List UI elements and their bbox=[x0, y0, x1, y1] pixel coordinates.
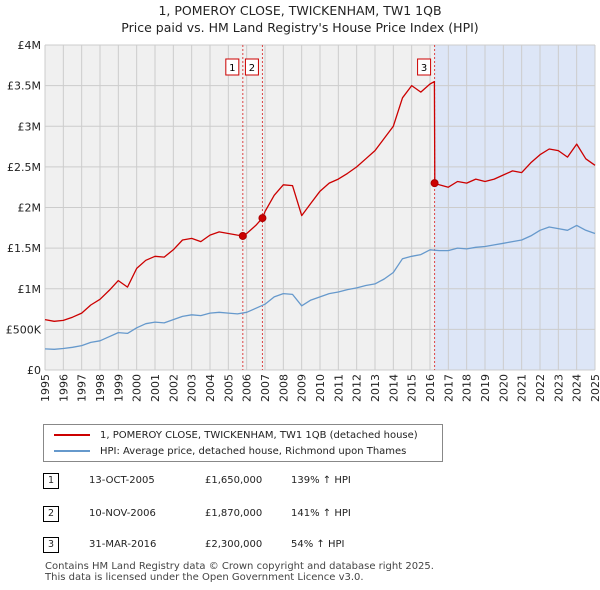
legend-item-property: 1, POMEROY CLOSE, TWICKENHAM, TW1 1QB (d… bbox=[54, 428, 418, 444]
x-tick-label: 2003 bbox=[186, 374, 199, 402]
x-tick-label: 2016 bbox=[424, 374, 437, 402]
chart-title-line2: Price paid vs. HM Land Registry's House … bbox=[121, 20, 479, 35]
sale-number-badge: 1 bbox=[43, 473, 59, 489]
sale-point bbox=[238, 231, 247, 240]
x-tick-label: 2014 bbox=[387, 374, 400, 402]
sale-date: 13-OCT-2005 bbox=[89, 475, 155, 486]
x-tick-label: 2021 bbox=[516, 374, 529, 402]
y-tick-label: £3.5M bbox=[7, 80, 41, 93]
y-tick-label: £500K bbox=[6, 323, 42, 336]
x-tick-label: 1995 bbox=[39, 374, 52, 402]
x-tick-label: 2004 bbox=[204, 374, 217, 402]
y-tick-label: £2M bbox=[18, 202, 42, 215]
footer-attribution: Contains HM Land Registry data © Crown c… bbox=[45, 561, 585, 583]
footer-line1: Contains HM Land Registry data © Crown c… bbox=[45, 561, 434, 572]
x-tick-label: 2018 bbox=[461, 374, 474, 402]
x-tick-label: 2025 bbox=[589, 374, 600, 402]
x-tick-label: 1997 bbox=[76, 374, 89, 402]
x-tick-label: 2020 bbox=[497, 374, 510, 402]
sale-number-badge: 2 bbox=[43, 506, 59, 522]
x-tick-label: 2023 bbox=[552, 374, 565, 402]
legend: 1, POMEROY CLOSE, TWICKENHAM, TW1 1QB (d… bbox=[43, 424, 443, 462]
legend-label-property: 1, POMEROY CLOSE, TWICKENHAM, TW1 1QB (d… bbox=[100, 430, 418, 441]
price-chart: 1 2 3 £0 £500K £1M £1.5M £2M £2.5M £3M £3.5M £4M 19… bbox=[6, 39, 600, 402]
y-tick-label: £0 bbox=[27, 364, 41, 377]
y-tick-label: £4M bbox=[18, 39, 42, 52]
sale-number-badge: 3 bbox=[43, 537, 59, 553]
y-tick-label: £2.5M bbox=[7, 161, 41, 174]
legend-swatch-hpi bbox=[54, 450, 90, 452]
sale-price: £2,300,000 bbox=[205, 539, 263, 550]
legend-swatch-property bbox=[54, 434, 90, 436]
chart-title-line1: 1, POMEROY CLOSE, TWICKENHAM, TW1 1QB bbox=[158, 3, 442, 18]
sale-price: £1,870,000 bbox=[205, 508, 263, 519]
x-tick-label: 2012 bbox=[351, 374, 364, 402]
x-tick-label: 2022 bbox=[534, 374, 547, 402]
x-tick-label: 1999 bbox=[112, 374, 125, 402]
sale-price: £1,650,000 bbox=[205, 475, 263, 486]
x-tick-label: 2008 bbox=[277, 374, 290, 402]
x-tick-label: 2015 bbox=[406, 374, 419, 402]
sale-label-number: 3 bbox=[421, 63, 427, 74]
sale-label-box bbox=[244, 58, 259, 76]
x-tick-label: 2019 bbox=[479, 374, 492, 402]
x-tick-label: 2009 bbox=[296, 374, 309, 402]
y-tick-label: £1M bbox=[18, 283, 42, 296]
legend-label-hpi: HPI: Average price, detached house, Rich… bbox=[100, 446, 407, 457]
x-tick-label: 2000 bbox=[131, 374, 144, 402]
sale-point bbox=[258, 214, 267, 223]
footer-line2: This data is licensed under the Open Gov… bbox=[45, 572, 364, 583]
y-tick-label: £1.5M bbox=[7, 242, 41, 255]
x-tick-label: 2001 bbox=[149, 374, 162, 402]
legend-item-hpi: HPI: Average price, detached house, Rich… bbox=[54, 444, 406, 460]
sale-point bbox=[430, 179, 439, 188]
sale-hpi-change: 141% ↑ HPI bbox=[291, 508, 351, 519]
x-tick-label: 1998 bbox=[94, 374, 107, 402]
x-tick-label: 2017 bbox=[442, 374, 455, 402]
x-tick-label: 2024 bbox=[571, 374, 584, 402]
sale-label-box bbox=[225, 58, 240, 76]
x-tick-label: 2006 bbox=[241, 374, 254, 402]
x-tick-label: 2002 bbox=[167, 374, 180, 402]
sale-label-number: 1 bbox=[229, 63, 235, 74]
x-tick-label: 2010 bbox=[314, 374, 327, 402]
x-tick-label: 2013 bbox=[369, 374, 382, 402]
sale-label-number: 2 bbox=[249, 63, 255, 74]
y-tick-label: £3M bbox=[18, 120, 42, 133]
x-tick-label: 1996 bbox=[57, 374, 70, 402]
sale-date: 10-NOV-2006 bbox=[89, 508, 156, 519]
x-tick-label: 2011 bbox=[332, 374, 345, 402]
sale-hpi-change: 139% ↑ HPI bbox=[291, 475, 351, 486]
sale-hpi-change: 54% ↑ HPI bbox=[291, 539, 345, 550]
hpi-line bbox=[44, 224, 596, 350]
x-tick-label: 2007 bbox=[259, 374, 272, 402]
x-tick-label: 2005 bbox=[222, 374, 235, 402]
sale-date: 31-MAR-2016 bbox=[89, 539, 157, 550]
chart-title: 1, POMEROY CLOSE, TWICKENHAM, TW1 1QB Pr… bbox=[0, 2, 600, 36]
property-price-line bbox=[44, 80, 596, 322]
sale-label-box bbox=[417, 58, 432, 76]
